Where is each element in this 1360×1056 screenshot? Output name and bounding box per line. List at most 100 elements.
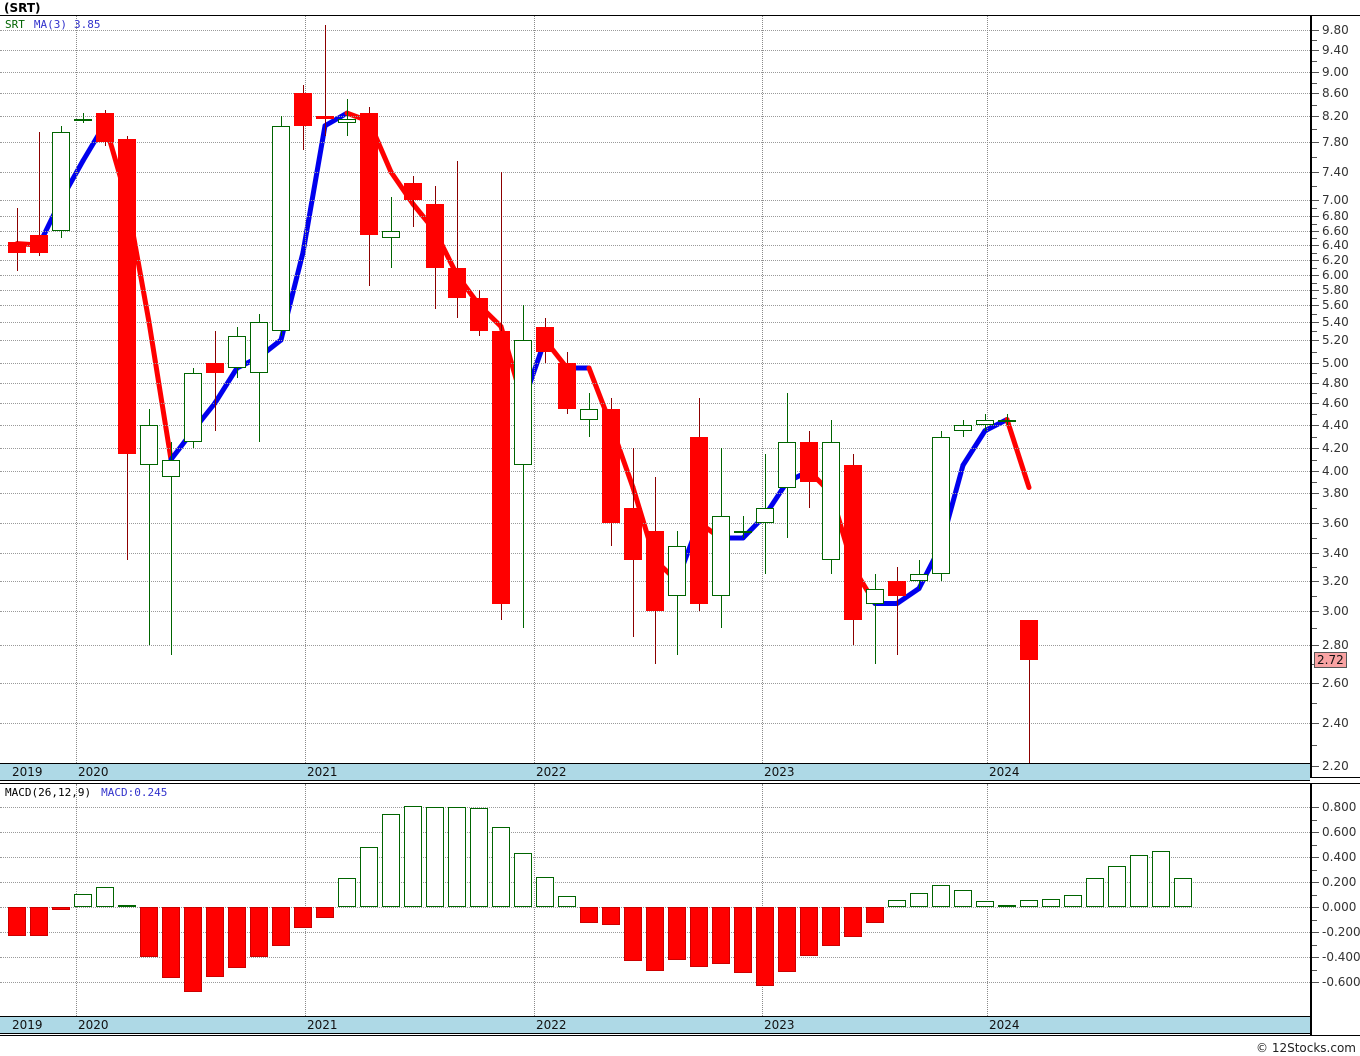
macd-histogram-bar[interactable] [338, 878, 356, 907]
macd-histogram-bar[interactable] [74, 893, 92, 907]
macd-histogram-bar[interactable] [778, 907, 796, 972]
macd-label: MACD(26,12,9) [5, 786, 92, 799]
macd-histogram-bar[interactable] [250, 907, 268, 957]
price-axis-label: 3.80 [1322, 486, 1349, 500]
price-axis-label: 7.80 [1322, 135, 1349, 149]
macd-histogram-bar[interactable] [756, 907, 774, 986]
macd-histogram-bar[interactable] [206, 907, 224, 977]
macd-histogram-bar[interactable] [668, 907, 686, 960]
macd-x-year-label: 2021 [307, 1018, 338, 1032]
macd-histogram-bar[interactable] [1174, 877, 1192, 907]
macd-histogram-bar[interactable] [140, 907, 158, 957]
macd-histogram-bar[interactable] [954, 890, 972, 907]
macd-histogram-bar[interactable] [1152, 850, 1170, 907]
macd-histogram-bar[interactable] [866, 907, 884, 924]
macd-y-axis[interactable]: 0.800 0.600 0.400 0.200 0.000 -0.200 -0.400 -0.… [1310, 784, 1360, 1035]
price-axis-label: 9.80 [1322, 23, 1349, 37]
candle-body [382, 231, 400, 238]
macd-histogram-bar[interactable] [96, 887, 114, 907]
macd-histogram-bar[interactable] [536, 877, 554, 907]
macd-histogram-bar[interactable] [404, 806, 422, 907]
price-y-axis[interactable]: 9.80 9.40 9.00 8.60 8.20 7.80 7.40 7.00 6.80 6.60… [1310, 16, 1360, 777]
macd-histogram-bar[interactable] [976, 901, 994, 907]
macd-histogram-bar[interactable] [162, 907, 180, 979]
macd-histogram-bar[interactable] [448, 807, 466, 907]
price-axis-tick [1312, 216, 1319, 217]
candle-body [8, 241, 26, 253]
macd-histogram-bar[interactable] [228, 907, 246, 969]
macd-histogram-bar[interactable] [272, 907, 290, 946]
macd-axis-label: 0.600 [1322, 825, 1357, 839]
macd-histogram-bar[interactable] [30, 907, 48, 936]
macd-histogram-bar[interactable] [1064, 895, 1082, 907]
macd-histogram-bar[interactable] [1086, 877, 1104, 907]
price-x-axis-band[interactable]: 2019 2020 2021 2022 2023 2024 [0, 763, 1310, 781]
macd-histogram-bar[interactable] [1108, 865, 1126, 907]
macd-x-axis-band[interactable]: 2019 2020 2021 2022 2023 2024 [0, 1016, 1310, 1034]
price-axis-label: 6.20 [1322, 253, 1349, 267]
price-axis-minor-tick [1312, 459, 1317, 461]
price-axis-label: 3.40 [1322, 546, 1349, 560]
macd-histogram-bar[interactable] [580, 907, 598, 924]
macd-histogram-bar[interactable] [624, 907, 642, 961]
macd-histogram-bar[interactable] [294, 907, 312, 929]
price-axis-minor-tick [1312, 282, 1317, 284]
macd-axis-label: 0.200 [1322, 875, 1357, 889]
price-axis-label: 4.60 [1322, 396, 1349, 410]
macd-histogram-bar[interactable] [492, 827, 510, 907]
macd-histogram-bar[interactable] [602, 907, 620, 926]
candle-wick [83, 113, 84, 123]
macd-histogram-bar[interactable] [910, 893, 928, 907]
price-axis-minor-tick [1312, 567, 1317, 568]
price-axis-tick [1312, 142, 1319, 143]
macd-histogram-bar[interactable] [1130, 855, 1148, 907]
macd-histogram-bar[interactable] [426, 807, 444, 907]
macd-histogram-bar[interactable] [470, 808, 488, 907]
macd-axis-tick [1312, 932, 1319, 933]
price-axis-tick [1312, 275, 1319, 276]
price-gridline [0, 275, 1310, 276]
price-axis-tick [1312, 260, 1319, 261]
candle-body [800, 442, 818, 482]
macd-histogram-bar[interactable] [558, 895, 576, 907]
candle-body [118, 138, 136, 454]
candle-body [690, 436, 708, 604]
macd-histogram-bar[interactable] [382, 813, 400, 907]
price-axis-minor-tick [1312, 373, 1317, 374]
price-axis-tick [1312, 93, 1319, 94]
macd-histogram-bar[interactable] [932, 885, 950, 907]
macd-axis-minor-tick [1312, 819, 1317, 821]
candle-body [206, 363, 224, 373]
price-axis-tick [1312, 581, 1319, 582]
macd-histogram-bar[interactable] [800, 907, 818, 956]
macd-histogram-bar[interactable] [8, 907, 26, 936]
macd-histogram-bar[interactable] [184, 907, 202, 992]
macd-histogram-bar[interactable] [1020, 900, 1038, 907]
macd-histogram-bar[interactable] [888, 899, 906, 907]
candle-body [250, 322, 268, 373]
candle-body [756, 508, 774, 523]
price-axis-label: 5.60 [1322, 298, 1349, 312]
macd-histogram-bar[interactable] [998, 904, 1016, 907]
macd-axis-tick [1312, 982, 1319, 983]
macd-histogram-bar[interactable] [1042, 898, 1060, 907]
macd-histogram-bar[interactable] [514, 852, 532, 907]
price-axis-tick [1312, 766, 1319, 767]
macd-histogram-bar[interactable] [316, 907, 334, 919]
price-axis-label: 6.40 [1322, 238, 1349, 252]
macd-histogram-bar[interactable] [118, 904, 136, 907]
price-axis-label: 9.00 [1322, 65, 1349, 79]
macd-histogram-bar[interactable] [734, 907, 752, 974]
macd-histogram-bar[interactable] [712, 907, 730, 964]
macd-histogram-bar[interactable] [844, 907, 862, 937]
price-axis-tick [1312, 493, 1319, 494]
macd-histogram-bar[interactable] [822, 907, 840, 946]
candle-body [998, 419, 1016, 422]
macd-histogram-bar[interactable] [52, 907, 70, 910]
candle-body [184, 373, 202, 443]
macd-histogram-bar[interactable] [690, 907, 708, 967]
candle-body [140, 425, 158, 466]
macd-histogram-bar[interactable] [360, 847, 378, 907]
macd-histogram-bar[interactable] [646, 907, 664, 971]
